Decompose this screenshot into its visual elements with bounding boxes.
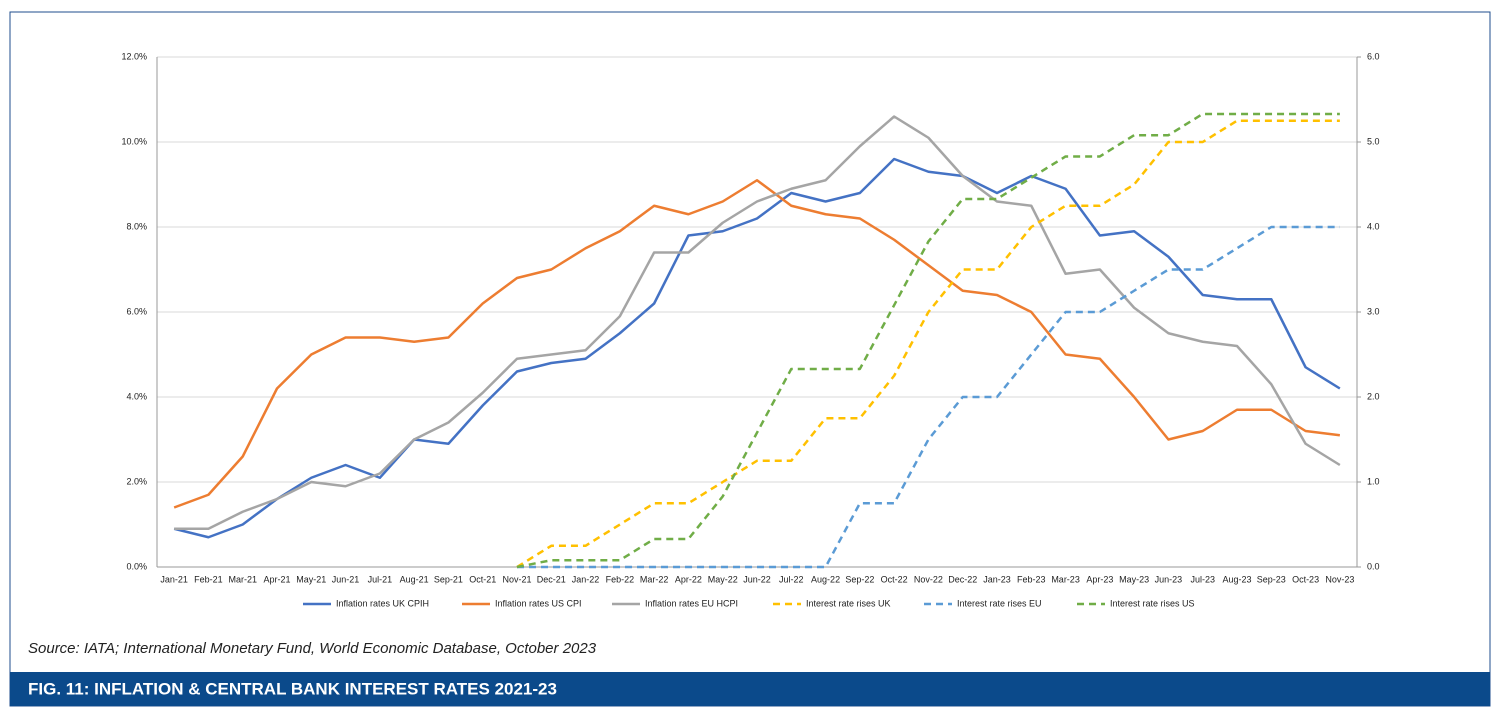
x-tick-label: Aug-21 bbox=[400, 574, 429, 584]
x-tick-label: Apr-22 bbox=[675, 574, 702, 584]
x-tick-label: Nov-22 bbox=[914, 574, 943, 584]
x-tick-label: Oct-22 bbox=[881, 574, 908, 584]
frame bbox=[9, 11, 1491, 707]
series-line bbox=[516, 119, 1340, 569]
x-tick-label: Jun-22 bbox=[743, 574, 771, 584]
series-line bbox=[173, 179, 1341, 509]
x-tick-label: Mar-22 bbox=[640, 574, 669, 584]
y2-tick-label: 5.0 bbox=[1367, 136, 1380, 146]
x-tick-label: Oct-23 bbox=[1292, 574, 1319, 584]
x-tick-label: Aug-22 bbox=[811, 574, 840, 584]
legend-label: Interest rate rises EU bbox=[957, 598, 1042, 608]
x-tick-label: Jun-21 bbox=[332, 574, 360, 584]
legend-label: Inflation rates EU HCPI bbox=[645, 598, 738, 608]
x-tick-label: Feb-23 bbox=[1017, 574, 1046, 584]
x-tick-label: Jun-23 bbox=[1155, 574, 1183, 584]
x-tick-label: Jan-22 bbox=[572, 574, 600, 584]
x-tick-label: Nov-23 bbox=[1325, 574, 1354, 584]
x-tick-label: Jan-21 bbox=[160, 574, 188, 584]
x-tick-label: Apr-21 bbox=[263, 574, 290, 584]
series-line bbox=[516, 112, 1340, 569]
x-tick-label: May-22 bbox=[708, 574, 738, 584]
x-tick-label: Sep-21 bbox=[434, 574, 463, 584]
y-tick-label: 4.0% bbox=[126, 391, 147, 401]
y-tick-label: 6.0% bbox=[126, 306, 147, 316]
x-tick-label: Nov-21 bbox=[502, 574, 531, 584]
source-note: Source: IATA; International Monetary Fun… bbox=[28, 640, 597, 657]
y2-tick-label: 1.0 bbox=[1367, 476, 1380, 486]
y-tick-label: 10.0% bbox=[121, 136, 147, 146]
x-tick-label: Jul-23 bbox=[1190, 574, 1215, 584]
x-tick-label: Jul-21 bbox=[368, 574, 393, 584]
x-tick-label: May-21 bbox=[296, 574, 326, 584]
x-tick-label: Sep-23 bbox=[1257, 574, 1286, 584]
x-tick-label: Oct-21 bbox=[469, 574, 496, 584]
y2-tick-label: 0.0 bbox=[1367, 561, 1380, 571]
y2-tick-label: 4.0 bbox=[1367, 221, 1380, 231]
legend-label: Inflation rates US CPI bbox=[495, 598, 582, 608]
x-tick-label: Dec-22 bbox=[948, 574, 977, 584]
x-tick-label: May-23 bbox=[1119, 574, 1149, 584]
x-tick-label: Feb-21 bbox=[194, 574, 223, 584]
y2-tick-label: 6.0 bbox=[1367, 51, 1380, 61]
x-tick-label: Sep-22 bbox=[845, 574, 874, 584]
y2-tick-label: 3.0 bbox=[1367, 306, 1380, 316]
y2-tick-label: 2.0 bbox=[1367, 391, 1380, 401]
y-tick-label: 2.0% bbox=[126, 476, 147, 486]
legend-label: Inflation rates UK CPIH bbox=[336, 598, 429, 608]
x-tick-label: Mar-23 bbox=[1051, 574, 1080, 584]
y-tick-label: 0.0% bbox=[126, 561, 147, 571]
title-bar bbox=[10, 672, 1490, 706]
series-line bbox=[517, 225, 1340, 569]
series-line bbox=[174, 115, 1341, 530]
y-tick-label: 8.0% bbox=[126, 221, 147, 231]
legend-label: Interest rate rises UK bbox=[806, 598, 891, 608]
x-tick-label: Dec-21 bbox=[537, 574, 566, 584]
x-tick-label: Aug-23 bbox=[1222, 574, 1251, 584]
chart-title: FIG. 11: INFLATION & CENTRAL BANK INTERE… bbox=[28, 679, 557, 698]
x-tick-label: Feb-22 bbox=[606, 574, 635, 584]
legend-label: Interest rate rises US bbox=[1110, 598, 1195, 608]
x-tick-label: Jul-22 bbox=[779, 574, 804, 584]
y-tick-label: 12.0% bbox=[121, 51, 147, 61]
x-tick-label: Apr-23 bbox=[1086, 574, 1113, 584]
x-tick-label: Mar-21 bbox=[228, 574, 257, 584]
series-line bbox=[173, 157, 1341, 539]
x-tick-label: Jan-23 bbox=[983, 574, 1011, 584]
